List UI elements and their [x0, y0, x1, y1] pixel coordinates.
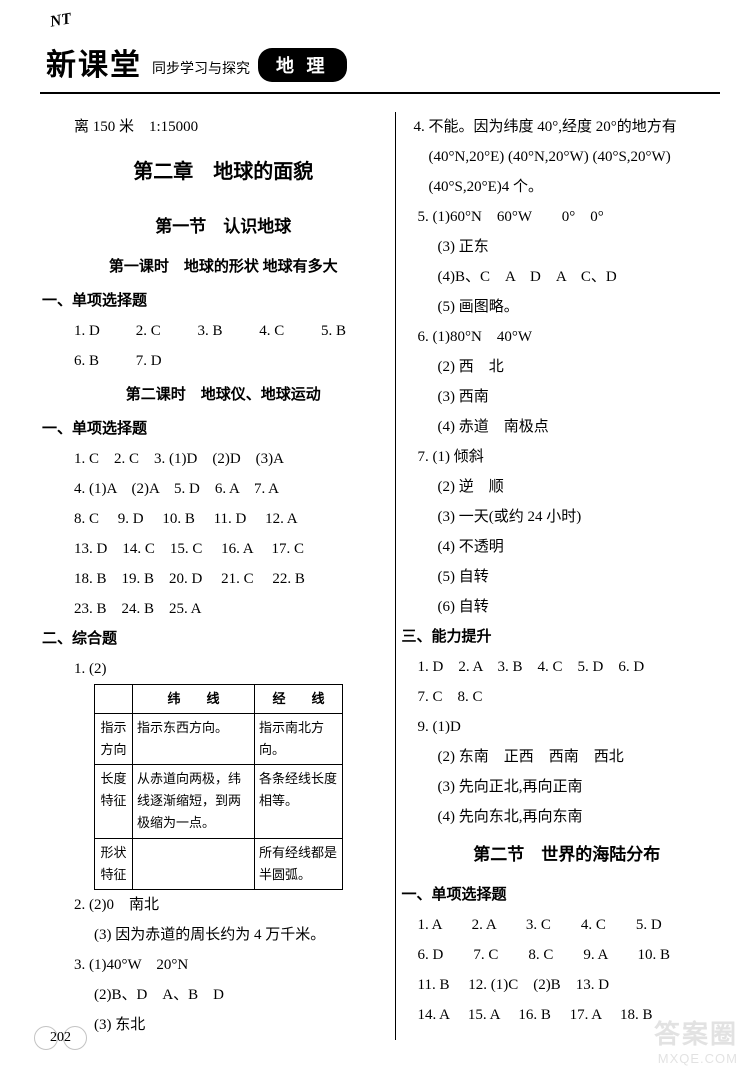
q6-4: (4) 赤道 南极点	[438, 412, 721, 442]
q5-1: 5. (1)60°N 60°W 0° 0°	[418, 202, 721, 232]
table-row: 指示方向 指示东西方向。 指示南北方向。	[95, 714, 343, 765]
l2-row: 13. D 14. C 15. C 16. A 17. C	[74, 534, 377, 564]
page-header: NT 新课堂 同步学习与探究 地 理	[0, 0, 750, 90]
td: 指示南北方向。	[255, 714, 343, 765]
mcq-heading-2: 一、单项选择题	[42, 414, 377, 444]
ability-heading: 三、能力提升	[402, 622, 721, 652]
section2-title: 第二节 世界的海陆分布	[414, 838, 721, 872]
table-row: 纬 线 经 线	[95, 685, 343, 714]
l1-row1: 1. D 2. C 3. B 4. C 5. B	[74, 316, 377, 346]
q9-1: 9. (1)D	[418, 712, 721, 742]
td: 所有经线都是半圆弧。	[255, 838, 343, 889]
ans: 2. C	[136, 316, 194, 346]
td	[133, 838, 255, 889]
comp-heading: 二、综合题	[42, 624, 377, 654]
q2a: 2. (2)0 南北	[74, 890, 377, 920]
nt-badge: NT	[49, 10, 73, 31]
q7-1: 7. (1) 倾斜	[418, 442, 721, 472]
s2-row: 11. B 12. (1)C (2)B 13. D	[418, 970, 721, 1000]
page-number: 202	[46, 1026, 75, 1050]
q9-4: (4) 先向东北,再向东南	[438, 802, 721, 832]
q6-3: (3) 西南	[438, 382, 721, 412]
td: 从赤道向两极，纬线逐渐缩短，到两极缩为一点。	[133, 765, 255, 838]
q4: 4. 不能。因为纬度 40°,经度 20°的地方有(40°N,20°E) (40…	[414, 112, 721, 202]
th: 纬 线	[133, 685, 255, 714]
q7-4: (4) 不透明	[438, 532, 721, 562]
prev-answer-line: 离 150 米 1:15000	[74, 112, 377, 142]
th	[95, 685, 133, 714]
q7-3: (3) 一天(或约 24 小时)	[438, 502, 721, 532]
column-divider	[395, 112, 396, 1040]
ab-row2: 7. C 8. C	[418, 682, 721, 712]
lesson2-title: 第二课时 地球仪、地球运动	[70, 380, 377, 410]
th: 经 线	[255, 685, 343, 714]
ans: 4. C	[259, 316, 317, 346]
q3a: 3. (1)40°W 20°N	[74, 950, 377, 980]
chapter-title: 第二章 地球的面貌	[70, 152, 377, 192]
q5-4: (4)B、C A D A C、D	[438, 262, 721, 292]
lat-lon-table: 纬 线 经 线 指示方向 指示东西方向。 指示南北方向。 长度特征 从赤道向两极…	[94, 684, 343, 890]
q5-3: (3) 正东	[438, 232, 721, 262]
td: 各条经线长度相等。	[255, 765, 343, 838]
q5-5: (5) 画图略。	[438, 292, 721, 322]
content-area: 离 150 米 1:15000 第二章 地球的面貌 第一节 认识地球 第一课时 …	[0, 94, 750, 1040]
s2-row: 6. D 7. C 8. C 9. A 10. B	[418, 940, 721, 970]
brand-bar: 新课堂 同步学习与探究 地 理	[40, 40, 750, 84]
table-row: 形状特征 所有经线都是半圆弧。	[95, 838, 343, 889]
l2-row: 18. B 19. B 20. D 21. C 22. B	[74, 564, 377, 594]
lesson1-title: 第一课时 地球的形状 地球有多大	[70, 252, 377, 282]
td: 指示东西方向。	[133, 714, 255, 765]
brand-title: 新课堂	[40, 40, 148, 84]
q7-5: (5) 自转	[438, 562, 721, 592]
q2b: (3) 因为赤道的周长约为 4 万千米。	[94, 920, 377, 950]
subject-pill: 地 理	[258, 48, 347, 82]
q1-label: 1. (2)	[74, 654, 377, 684]
ans: 7. D	[136, 346, 194, 376]
ans: 5. B	[321, 316, 379, 346]
l2-row: 8. C 9. D 10. B 11. D 12. A	[74, 504, 377, 534]
mcq-heading-3: 一、单项选择题	[402, 880, 721, 910]
watermark: 答案圈 MXQE.COM	[654, 1014, 738, 1066]
right-column: 4. 不能。因为纬度 40°,经度 20°的地方有(40°N,20°E) (40…	[400, 112, 721, 1040]
q9-2: (2) 东南 正西 西南 西北	[438, 742, 721, 772]
table-row: 长度特征 从赤道向两极，纬线逐渐缩短，到两极缩为一点。 各条经线长度相等。	[95, 765, 343, 838]
section1-title: 第一节 认识地球	[70, 210, 377, 244]
q7-2: (2) 逆 顺	[438, 472, 721, 502]
td: 形状特征	[95, 838, 133, 889]
brand-subtitle: 同步学习与探究	[152, 58, 250, 84]
watermark-line1: 答案圈	[654, 1014, 738, 1051]
q6-1: 6. (1)80°N 40°W	[418, 322, 721, 352]
mcq-heading: 一、单项选择题	[42, 286, 377, 316]
ans: 1. D	[74, 316, 132, 346]
watermark-line2: MXQE.COM	[654, 1051, 738, 1066]
q6-2: (2) 西 北	[438, 352, 721, 382]
l2-row: 23. B 24. B 25. A	[74, 594, 377, 624]
ans: 3. B	[198, 316, 256, 346]
q7-6: (6) 自转	[438, 592, 721, 622]
s2-row: 1. A 2. A 3. C 4. C 5. D	[418, 910, 721, 940]
q9-3: (3) 先向正北,再向正南	[438, 772, 721, 802]
l1-row2: 6. B 7. D	[74, 346, 377, 376]
l2-row: 4. (1)A (2)A 5. D 6. A 7. A	[74, 474, 377, 504]
q3b: (2)B、D A、B D	[94, 980, 377, 1010]
td: 长度特征	[95, 765, 133, 838]
l2-row: 1. C 2. C 3. (1)D (2)D (3)A	[74, 444, 377, 474]
q3c: (3) 东北	[94, 1010, 377, 1040]
td: 指示方向	[95, 714, 133, 765]
ans: 6. B	[74, 346, 132, 376]
left-column: 离 150 米 1:15000 第二章 地球的面貌 第一节 认识地球 第一课时 …	[70, 112, 391, 1040]
ab-row1: 1. D 2. A 3. B 4. C 5. D 6. D	[418, 652, 721, 682]
